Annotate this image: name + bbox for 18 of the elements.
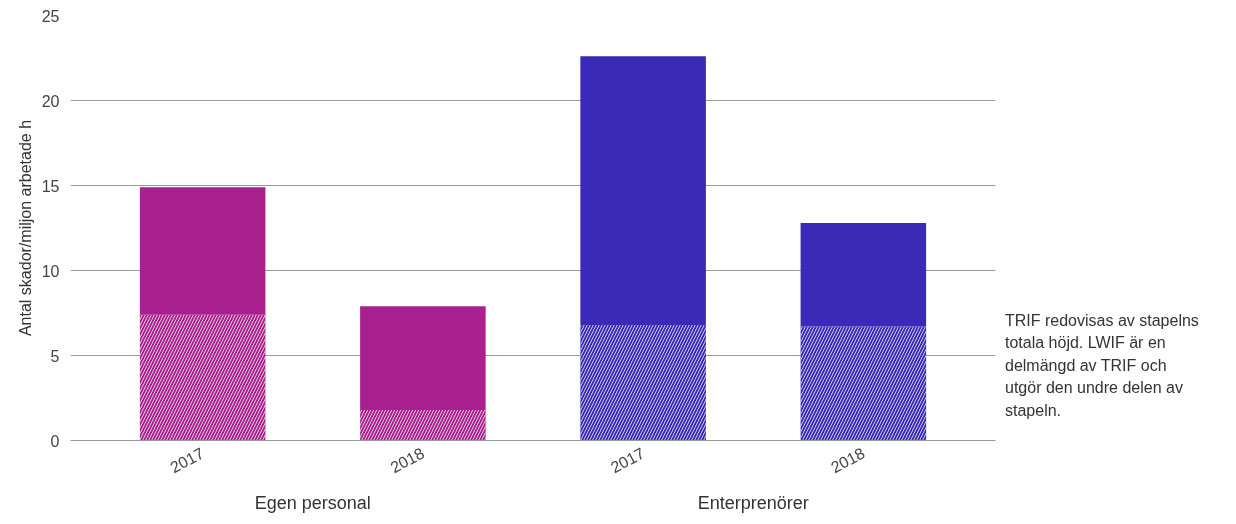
y-tick-label: 10 <box>41 262 60 280</box>
x-tick-label: 2017 <box>167 444 207 477</box>
y-tick-label: 0 <box>50 432 60 450</box>
text: TRIF redovisas av stapelns totala höjd. LWIF är en delmängd av TRIF och utgör den undre delen av stapeln. <box>1005 311 1200 421</box>
text: Enterprenörer <box>697 492 809 513</box>
bar <box>139 187 266 315</box>
y-axis-title: Antal skador/miljon arbetade h <box>16 119 34 337</box>
y-tick-label: 25 <box>41 7 60 25</box>
x-tick-label: 2017 <box>607 444 648 477</box>
text: Egen personal <box>254 492 371 513</box>
x-tick-label: 2018 <box>387 444 428 477</box>
bar <box>360 306 486 410</box>
y-tick-label: 20 <box>41 92 60 110</box>
bar <box>800 222 927 327</box>
x-tick-label: 2018 <box>828 444 868 477</box>
y-tick-label: 5 <box>50 347 60 365</box>
y-tick-label: 15 <box>41 177 60 195</box>
bar <box>580 56 706 325</box>
